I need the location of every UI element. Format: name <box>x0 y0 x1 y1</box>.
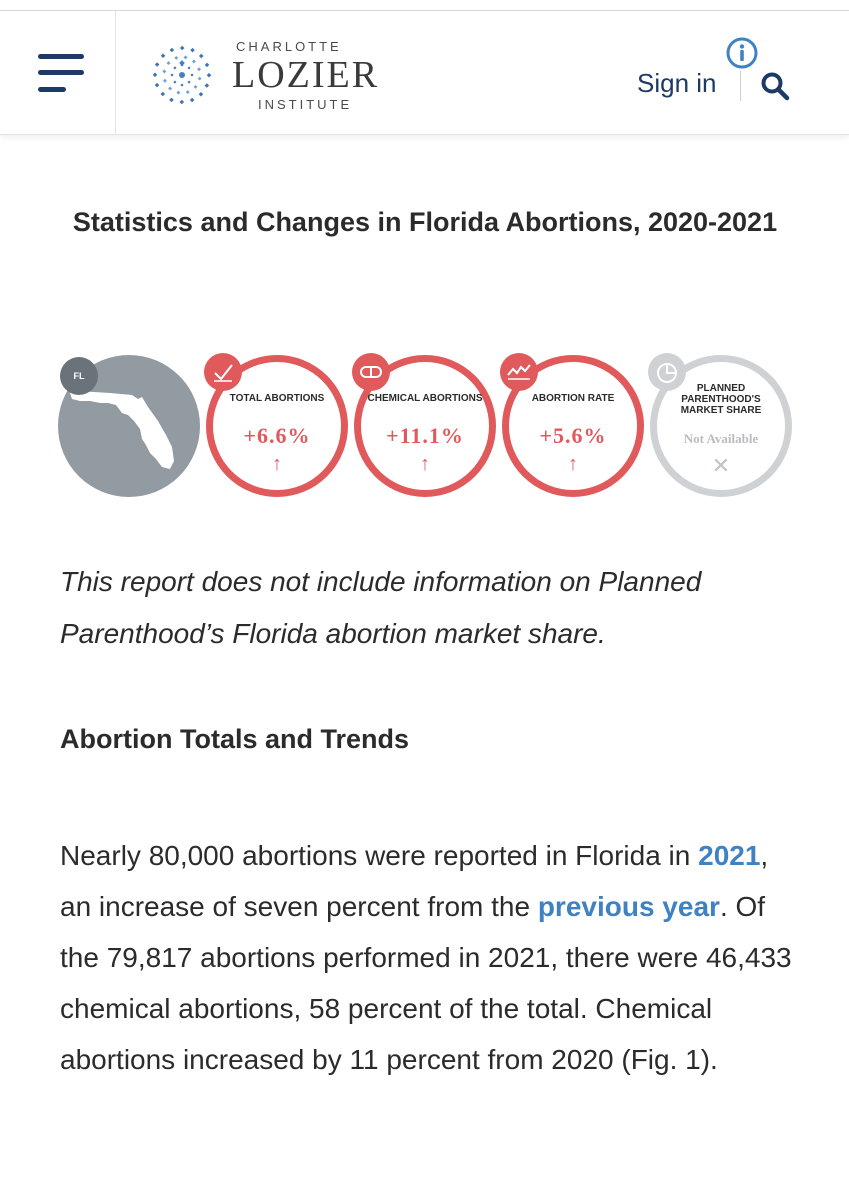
link-2021[interactable]: 2021 <box>698 840 761 871</box>
stats-row: FL TOTAL ABORTIONS +6.6% ↑ CHEMICAL ABOR… <box>58 353 798 500</box>
top-border <box>0 10 849 11</box>
stat-label: PLANNED PARENTHOOD'S MARKET SHARE <box>680 383 762 416</box>
info-icon[interactable] <box>725 36 759 70</box>
arrow-up-icon: ↑ <box>272 453 282 475</box>
arrow-up-icon: ↑ <box>420 453 430 475</box>
logo-line-2: LOZIER <box>232 54 380 96</box>
header-separator <box>740 71 741 101</box>
checkmark-icon <box>204 353 242 391</box>
state-map-circle: FL <box>58 355 200 497</box>
link-previous-year[interactable]: previous year <box>537 891 720 922</box>
report-note: This report does not include information… <box>60 566 702 649</box>
stat-label: TOTAL ABORTIONS <box>229 393 325 404</box>
stat-value: +5.6% <box>539 423 607 448</box>
state-badge: FL <box>60 357 98 395</box>
stat-label: ABORTION RATE <box>531 393 615 404</box>
body-paragraph: Nearly 80,000 abortions were reported in… <box>60 830 800 1085</box>
stat-market-share: PLANNED PARENTHOOD'S MARKET SHARE Not Av… <box>648 353 792 497</box>
florida-map-icon <box>70 391 174 469</box>
close-icon: ✕ <box>711 453 731 478</box>
stat-abortion-rate: ABORTION RATE +5.6% ↑ <box>500 353 644 497</box>
logo-line-3: INSTITUTE <box>258 97 353 112</box>
stat-chemical-abortions: CHEMICAL ABORTIONS +11.1% ↑ <box>352 353 496 497</box>
paragraph-text: Nearly 80,000 abortions were reported in… <box>60 840 699 871</box>
stat-value: +6.6% <box>243 423 311 448</box>
paragraph-text: , an increase of seven percent from the <box>60 840 769 922</box>
paragraph-text: . Of the 79,817 abortions performed in 2… <box>60 891 792 1075</box>
stat-value: Not Available <box>683 431 759 446</box>
pie-chart-icon <box>648 353 686 391</box>
pill-icon <box>352 353 390 391</box>
header-divider <box>115 11 116 135</box>
logo-line-1: CHARLOTTE <box>236 39 342 54</box>
site-header: CHARLOTTE LOZIER INSTITUTE Sign in <box>0 11 849 135</box>
site-logo[interactable]: CHARLOTTE LOZIER INSTITUTE <box>146 39 386 113</box>
arrow-up-icon: ↑ <box>568 453 578 475</box>
stat-total-abortions: TOTAL ABORTIONS +6.6% ↑ <box>204 353 348 497</box>
article-title: Statistics and Changes in Florida Aborti… <box>72 207 778 237</box>
trend-line-icon <box>500 353 538 391</box>
menu-icon[interactable] <box>38 54 86 98</box>
search-icon[interactable] <box>760 71 790 101</box>
sign-in-link[interactable]: Sign in <box>637 68 717 98</box>
stat-value: +11.1% <box>386 423 464 448</box>
section-heading: Abortion Totals and Trends <box>60 724 410 754</box>
stat-label: CHEMICAL ABORTIONS <box>367 393 483 404</box>
logo-mark-icon <box>152 45 212 105</box>
